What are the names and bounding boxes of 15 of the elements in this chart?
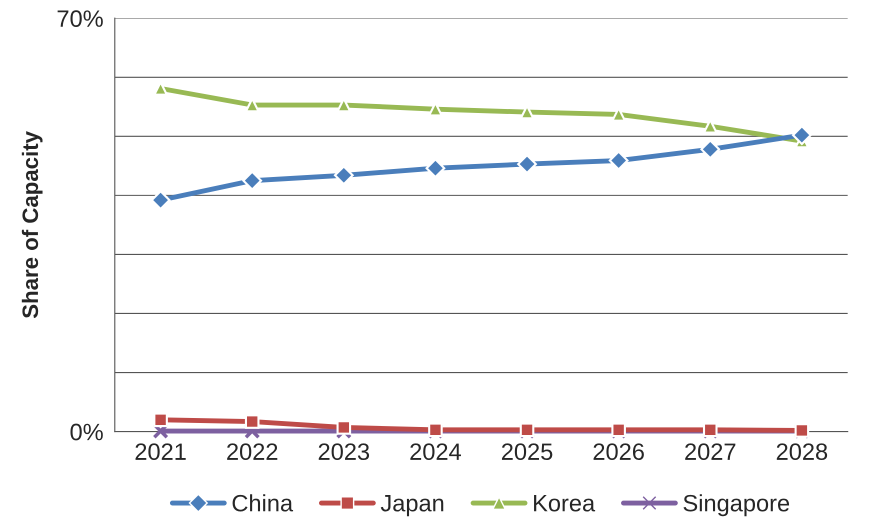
- y-tick-label: 70%: [58, 10, 103, 27]
- legend-label: China: [232, 494, 294, 512]
- x-tick-label: 2027: [685, 443, 736, 460]
- y-axis-title: Share of Capacity: [22, 131, 43, 318]
- x-tick-label: 2025: [502, 443, 552, 460]
- legend-label: Korea: [534, 495, 596, 512]
- x-tick-label: 2024: [410, 443, 462, 460]
- x-tick-label: 2021: [136, 443, 186, 460]
- x-tick-label: 2023: [318, 443, 370, 460]
- legend-label: Japan: [380, 495, 444, 516]
- legend-label: Singapore: [684, 494, 790, 516]
- x-tick-label: 2026: [594, 443, 644, 460]
- x-tick-label: 2028: [776, 443, 828, 460]
- y-tick-label: 0%: [70, 424, 103, 440]
- x-tick-label: 2022: [227, 443, 278, 460]
